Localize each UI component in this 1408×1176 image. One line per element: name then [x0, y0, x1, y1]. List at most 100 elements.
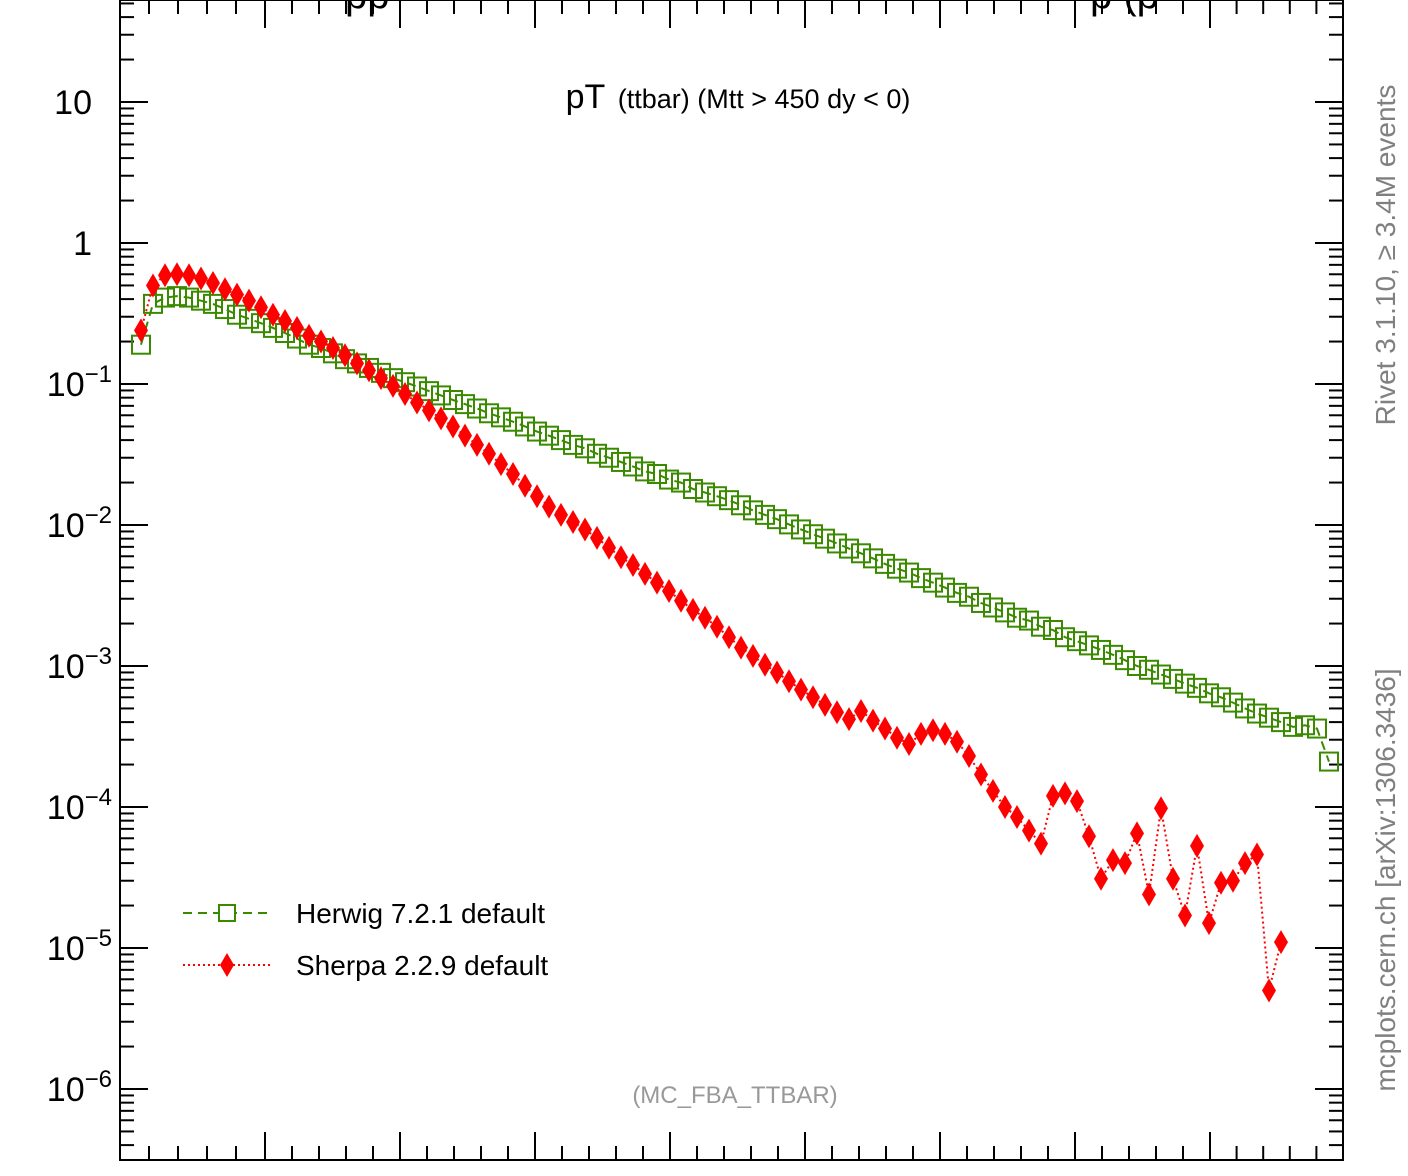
- sherpa-point: [578, 517, 592, 542]
- herwig-point: [1139, 659, 1159, 680]
- legend: Herwig 7.2.1 default Sherpa 2.2.9 defaul…: [183, 898, 548, 981]
- herwig-point: [851, 543, 871, 564]
- sherpa-point: [782, 669, 796, 694]
- sherpa-point: [1274, 930, 1288, 955]
- herwig-point: [455, 394, 475, 415]
- sherpa-point: [1262, 978, 1276, 1003]
- herwig-point: [1235, 698, 1255, 719]
- sherpa-point: [194, 266, 208, 291]
- herwig-point: [779, 514, 799, 535]
- sherpa-point: [710, 614, 724, 639]
- herwig-point: [1043, 620, 1063, 641]
- herwig-point: [1055, 627, 1075, 648]
- y-tick-label-exponent: −3: [85, 643, 112, 670]
- chart-title-sub: (ttbar) (Mtt > 450 dy < 0): [618, 84, 911, 114]
- herwig-point: [1067, 631, 1087, 652]
- sherpa-point: [1190, 833, 1204, 858]
- sherpa-point: [614, 545, 628, 570]
- y-tick-label: 10−5: [47, 925, 112, 968]
- series-layer: [131, 262, 1339, 1003]
- herwig-point: [1295, 715, 1315, 736]
- legend-herwig-label: Herwig 7.2.1 default: [296, 898, 545, 929]
- y-tick-label-exponent: −2: [85, 502, 112, 529]
- herwig-point: [1151, 664, 1171, 685]
- sherpa-point: [758, 652, 772, 677]
- sherpa-point: [182, 263, 196, 288]
- herwig-point: [875, 553, 895, 574]
- x-axis: [119, 0, 1318, 1160]
- sherpa-point: [986, 778, 1000, 803]
- sherpa-point: [314, 329, 328, 354]
- herwig-point: [1199, 683, 1219, 704]
- sherpa-point: [338, 343, 352, 368]
- sherpa-point: [1094, 866, 1108, 891]
- y-tick-label: 10−3: [47, 643, 112, 686]
- herwig-point: [827, 533, 847, 554]
- sherpa-point: [134, 318, 148, 343]
- herwig-point: [971, 592, 991, 613]
- herwig-point: [767, 509, 787, 530]
- sherpa-point: [422, 398, 436, 423]
- sherpa-point: [1130, 821, 1144, 846]
- herwig-point: [683, 479, 703, 500]
- sherpa-point: [950, 729, 964, 754]
- sherpa-point: [734, 635, 748, 660]
- sherpa-point: [806, 685, 820, 710]
- herwig-point: [491, 407, 511, 428]
- herwig-point: [755, 504, 775, 525]
- herwig-point: [935, 577, 955, 598]
- herwig-point: [503, 411, 523, 432]
- y-tick-label-base: 10: [47, 1071, 85, 1109]
- herwig-point: [155, 287, 175, 308]
- herwig-point: [1019, 610, 1039, 631]
- sherpa-point: [1070, 789, 1084, 814]
- sherpa-point: [386, 373, 400, 398]
- herwig-point: [863, 548, 883, 569]
- herwig-point: [515, 416, 535, 437]
- sherpa-point: [350, 351, 364, 376]
- sherpa-point: [146, 273, 160, 298]
- herwig-point: [179, 287, 199, 308]
- sherpa-point: [410, 390, 424, 415]
- herwig-point: [1031, 616, 1051, 637]
- herwig-point: [1259, 707, 1279, 728]
- herwig-point: [467, 398, 487, 419]
- y-tick-label-base: 10: [47, 507, 85, 545]
- herwig-point: [1211, 687, 1231, 708]
- sherpa-point: [854, 698, 868, 723]
- sherpa-point: [1034, 831, 1048, 856]
- y-tick-label: 10: [54, 84, 92, 122]
- title-top-partial-right: p (p: [1090, 0, 1159, 17]
- herwig-point: [1007, 607, 1027, 628]
- sherpa-point: [602, 535, 616, 560]
- herwig-point: [1103, 644, 1123, 665]
- sherpa-point: [218, 277, 232, 302]
- sherpa-point: [1214, 870, 1228, 895]
- herwig-point: [1187, 677, 1207, 698]
- sherpa-point: [1238, 851, 1252, 876]
- sherpa-point: [506, 461, 520, 486]
- herwig-point: [899, 562, 919, 583]
- herwig-point: [1223, 692, 1243, 713]
- sherpa-point: [374, 366, 388, 391]
- sherpa-point: [1154, 796, 1168, 821]
- sherpa-point: [554, 502, 568, 527]
- herwig-point: [647, 463, 667, 484]
- sherpa-point: [1250, 842, 1264, 867]
- y-tick-label-base: 10: [47, 366, 85, 404]
- sherpa-point: [686, 597, 700, 622]
- y-tick-label: 10−6: [47, 1066, 112, 1109]
- sherpa-point: [1046, 783, 1060, 808]
- analysis-label: (MC_FBA_TTBAR): [632, 1082, 837, 1109]
- sherpa-point: [914, 721, 928, 746]
- sherpa-point: [674, 588, 688, 613]
- sherpa-point: [890, 725, 904, 750]
- y-tick-label: 10−2: [47, 502, 112, 545]
- herwig-point: [671, 472, 691, 493]
- sherpa-point: [866, 708, 880, 733]
- legend-item-herwig: Herwig 7.2.1 default: [183, 898, 545, 929]
- series-sherpa: [134, 262, 1288, 1003]
- herwig-point: [1127, 656, 1147, 676]
- sherpa-point: [158, 263, 172, 288]
